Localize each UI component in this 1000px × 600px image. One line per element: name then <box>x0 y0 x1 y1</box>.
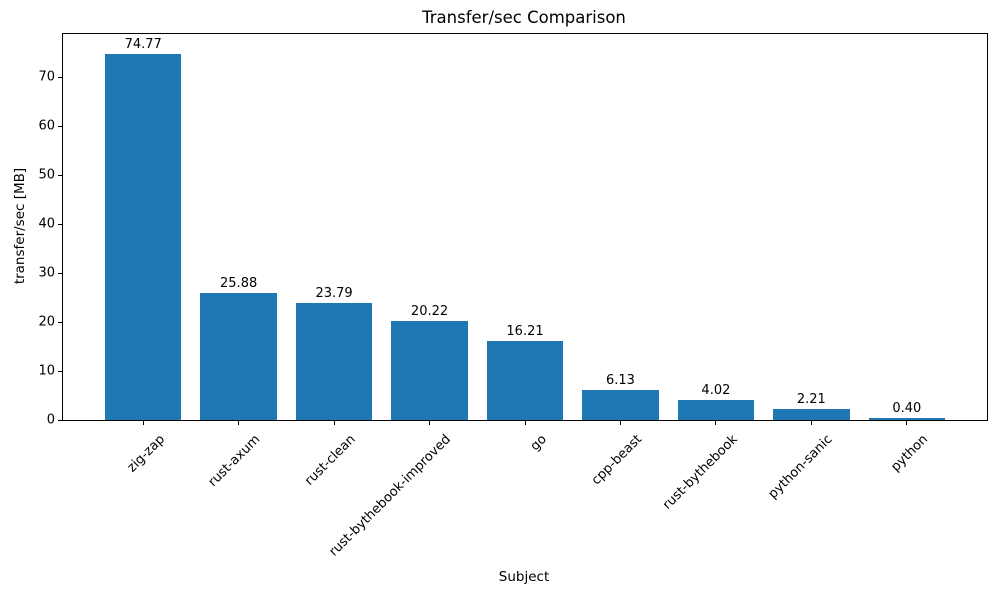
y-tick-label: 10 <box>38 363 55 379</box>
x-tick-mark <box>238 421 240 425</box>
x-tick-mark <box>524 421 526 425</box>
bar <box>200 293 277 420</box>
y-tick-label: 30 <box>38 265 55 281</box>
bar <box>391 320 468 420</box>
x-tick-label-text: python <box>888 432 932 475</box>
x-tick-label-text: rust-clean <box>302 432 359 489</box>
bar-value-label: 6.13 <box>605 372 635 388</box>
bar <box>582 389 659 420</box>
y-tick-label: 60 <box>38 118 55 134</box>
bar-value-label: 23.79 <box>315 286 353 302</box>
y-tick-mark <box>58 125 62 127</box>
bar-value-label: 74.77 <box>124 36 162 52</box>
bar-value-label: 20.22 <box>410 303 449 319</box>
plot-area: 74.77 zig-zap 25.88 rust-axum 23.79 rust-clea… <box>38 33 988 559</box>
x-tick-label-text: rust-bythebook <box>659 432 741 513</box>
bar <box>773 409 850 420</box>
x-tick-mark <box>715 421 717 425</box>
x-tick-mark <box>429 421 431 425</box>
y-tick-label: 0 <box>46 412 55 428</box>
y-tick-mark <box>58 272 62 274</box>
x-tick-mark <box>810 421 812 425</box>
bar-value-label: 16.21 <box>506 323 544 339</box>
y-tick-mark <box>58 174 62 176</box>
y-tick-label: 70 <box>38 69 55 85</box>
bar-value-label: 0.40 <box>892 401 922 417</box>
y-tick-label: 20 <box>38 314 55 330</box>
y-tick-mark <box>58 223 62 225</box>
y-tick-mark <box>58 321 62 323</box>
bar <box>295 303 373 420</box>
bar <box>105 53 182 420</box>
bar-value-label: 2.21 <box>796 392 826 408</box>
x-tick-mark <box>619 421 621 425</box>
x-tick-label-text: rust-axum <box>205 432 264 490</box>
x-tick-label-text: go <box>527 432 550 455</box>
bar-value-label: 25.88 <box>220 276 258 292</box>
x-tick-label-text: python-sanic <box>766 432 836 502</box>
y-tick-mark <box>58 370 62 372</box>
x-axis-label: Subject <box>498 569 550 585</box>
x-tick-mark <box>906 421 908 425</box>
y-tick-label: 40 <box>38 216 55 232</box>
y-axis-label: transfer/sec [MB] <box>12 167 28 285</box>
chart-title: Transfer/sec Comparison <box>422 8 626 27</box>
x-tick-label-text: zig-zap <box>124 432 168 476</box>
y-tick-mark <box>58 419 62 421</box>
bar <box>868 418 945 420</box>
y-tick-label: 50 <box>38 167 55 183</box>
x-tick-mark <box>142 421 144 425</box>
bar-value-label: 4.02 <box>701 383 731 399</box>
bar <box>486 340 564 420</box>
x-tick-mark <box>333 421 335 425</box>
y-tick-mark <box>58 76 62 78</box>
bar <box>677 400 755 420</box>
x-tick-label-text: cpp-beast <box>588 432 646 489</box>
